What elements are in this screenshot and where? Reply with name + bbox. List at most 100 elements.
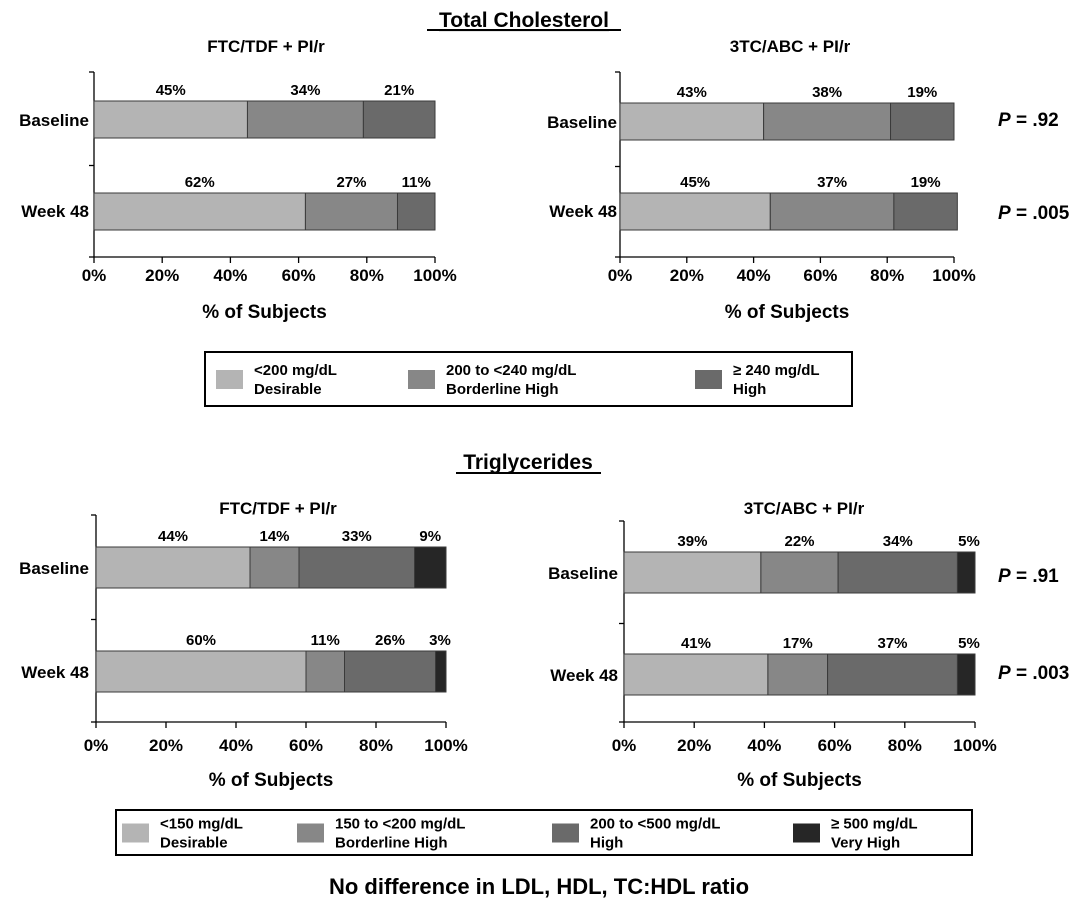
chart-title: FTC/TDF + PI/r [207, 37, 325, 56]
legend-swatch [793, 823, 820, 843]
bar-segment [93, 100, 248, 139]
triglycerides-section-title: Triglycerides [463, 451, 593, 474]
bar-segment [956, 653, 976, 696]
legend-label-line1: ≥ 240 mg/dL [733, 362, 820, 379]
data-label: 11% [311, 632, 340, 649]
x-tick-label: 20% [677, 736, 711, 755]
data-label: 21% [384, 82, 414, 99]
legend-label-line1: <150 mg/dL [160, 816, 243, 833]
bar-segment [246, 100, 364, 139]
legend-label-line1: <200 mg/dL [254, 362, 337, 379]
chart-title: 3TC/ABC + PI/r [730, 37, 851, 56]
x-tick-label: 100% [932, 266, 975, 285]
footer-note: No difference in LDL, HDL, TC:HDL ratio [329, 874, 749, 899]
bar-segment [760, 551, 839, 594]
legend-border [115, 809, 973, 856]
data-label: 34% [290, 82, 320, 99]
bar-segment [344, 650, 436, 693]
legend-swatch [695, 370, 722, 389]
category-label: Week 48 [550, 666, 618, 685]
chart-cholesterol-ftc-tdf: FTC/TDF + PI/r 0% 20% 40% 60% 80% 100% % of Sub… [19, 37, 457, 323]
x-tick-label: 80% [870, 266, 904, 285]
x-tick-label: 80% [888, 736, 922, 755]
bar-segment [619, 192, 771, 231]
x-tick-label: 20% [670, 266, 704, 285]
x-tick-label: 100% [413, 266, 456, 285]
category-label: Week 48 [549, 202, 617, 221]
bar-segment [304, 192, 398, 231]
x-tick-label: 60% [289, 736, 323, 755]
legend-triglycerides: <150 mg/dL Desirable 150 to <200 mg/dL Bord… [115, 809, 973, 856]
bar-segment [623, 653, 769, 696]
legend-swatch [297, 823, 324, 843]
legend-label-line1: ≥ 500 mg/dL [831, 816, 918, 833]
bar-segment [435, 650, 447, 693]
category-label: Baseline [19, 559, 89, 578]
x-tick-label: 0% [82, 266, 107, 285]
x-axis-label: % of Subjects [202, 302, 327, 323]
bar-segment [95, 546, 251, 589]
p-value: P = .92 [998, 110, 1059, 131]
legend-label-line1: 150 to <200 mg/dL [335, 816, 465, 833]
x-tick-label: 20% [145, 266, 179, 285]
data-label: 45% [156, 82, 186, 99]
chart-title: FTC/TDF + PI/r [219, 499, 337, 518]
data-label: 38% [812, 84, 842, 101]
legend-label-line1: 200 to <500 mg/dL [590, 816, 720, 833]
legend-label-line2: Borderline High [446, 381, 559, 398]
x-tick-label: 0% [608, 266, 633, 285]
legend-label-line2: Desirable [160, 835, 228, 852]
legend-label-line1: 200 to <240 mg/dL [446, 362, 576, 379]
x-tick-label: 0% [84, 736, 109, 755]
x-tick-label: 20% [149, 736, 183, 755]
data-label: 22% [784, 533, 814, 550]
bar-segment [769, 192, 895, 231]
x-tick-label: 80% [359, 736, 393, 755]
bar-segment [767, 653, 829, 696]
bar-segment [95, 650, 307, 693]
bar-segment [298, 546, 415, 589]
data-label: 14% [259, 528, 289, 545]
data-label: 37% [817, 174, 847, 191]
data-label: 44% [158, 528, 188, 545]
data-label: 39% [677, 533, 707, 550]
p-value: P = .91 [998, 566, 1059, 587]
bar-segment [619, 102, 765, 141]
data-label: 5% [958, 533, 980, 550]
legend-swatch [552, 823, 579, 843]
data-label: 27% [336, 174, 366, 191]
chart-triglycerides-3tc-abc: 3TC/ABC + PI/r 0% 20% 40% 60% 80% 100% % of Sub… [548, 499, 1069, 791]
x-tick-label: 60% [818, 736, 852, 755]
bar-segment [623, 551, 762, 594]
data-label: 17% [783, 635, 813, 652]
legend-label-line2: Very High [831, 835, 900, 852]
x-axis-label: % of Subjects [737, 770, 862, 791]
bar-segment [827, 653, 958, 696]
bar-segment [305, 650, 345, 693]
category-label: Week 48 [21, 663, 89, 682]
bar-segment [837, 551, 958, 594]
chart-title: 3TC/ABC + PI/r [744, 499, 865, 518]
x-tick-label: 100% [424, 736, 467, 755]
legend-label-line2: High [733, 381, 766, 398]
legend-swatch [408, 370, 435, 389]
x-tick-label: 60% [282, 266, 316, 285]
bar-segment [414, 546, 447, 589]
legend-label-line2: Borderline High [335, 835, 448, 852]
category-label: Baseline [547, 113, 617, 132]
data-label: 60% [186, 632, 216, 649]
bar-segment [763, 102, 892, 141]
data-label: 19% [911, 174, 941, 191]
legend-swatch [122, 823, 149, 843]
category-label: Week 48 [21, 202, 89, 221]
legend-label-line2: Desirable [254, 381, 322, 398]
x-tick-label: 0% [612, 736, 637, 755]
x-axis-label: % of Subjects [725, 302, 850, 323]
category-label: Baseline [548, 564, 618, 583]
x-tick-label: 80% [350, 266, 384, 285]
data-label: 45% [680, 174, 710, 191]
bar-segment [249, 546, 300, 589]
data-label: 26% [375, 632, 405, 649]
bar-segment [362, 100, 436, 139]
